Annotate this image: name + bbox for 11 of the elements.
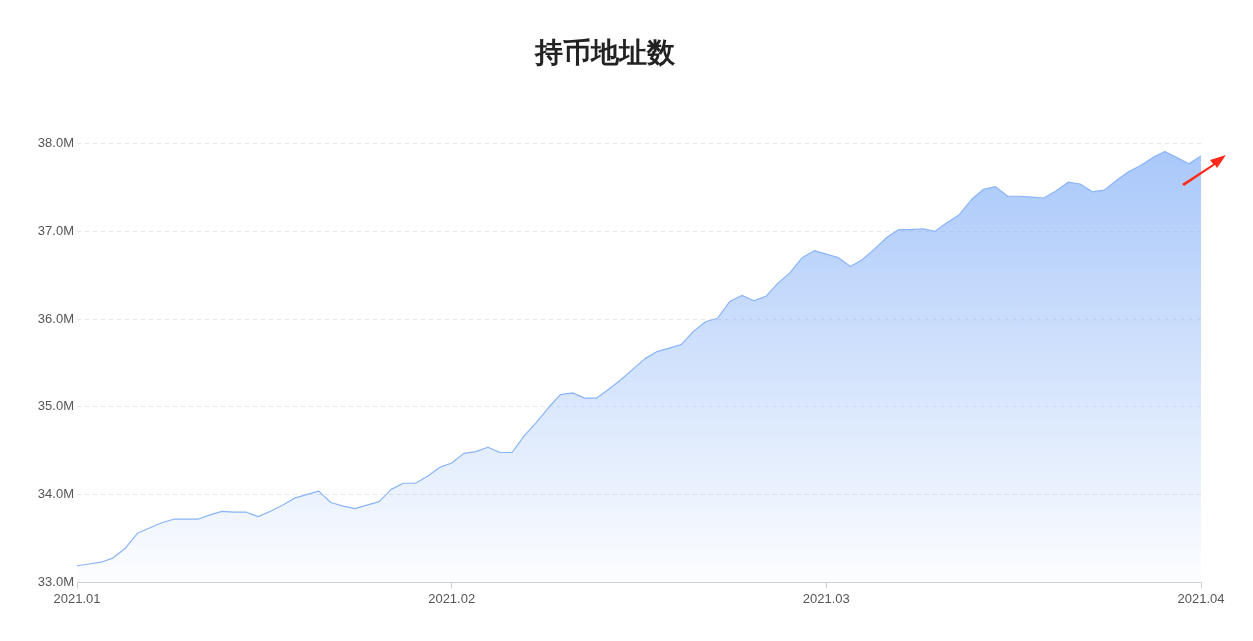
y-tick-label: 38.0M <box>37 135 74 151</box>
y-tick-label: 37.0M <box>37 222 74 238</box>
chart-title: 持币地址数 <box>533 36 676 70</box>
x-tick-label: 2021.04 <box>1177 590 1225 606</box>
y-tick-label: 36.0M <box>37 310 74 326</box>
y-tick-label: 35.0M <box>37 398 74 414</box>
x-tick-label: 2021.02 <box>428 590 476 606</box>
x-tick-label: 2021.01 <box>53 590 101 606</box>
y-tick-label: 34.0M <box>37 486 74 502</box>
y-tick-label: 33.0M <box>37 573 74 589</box>
x-tick-label: 2021.03 <box>802 590 850 606</box>
